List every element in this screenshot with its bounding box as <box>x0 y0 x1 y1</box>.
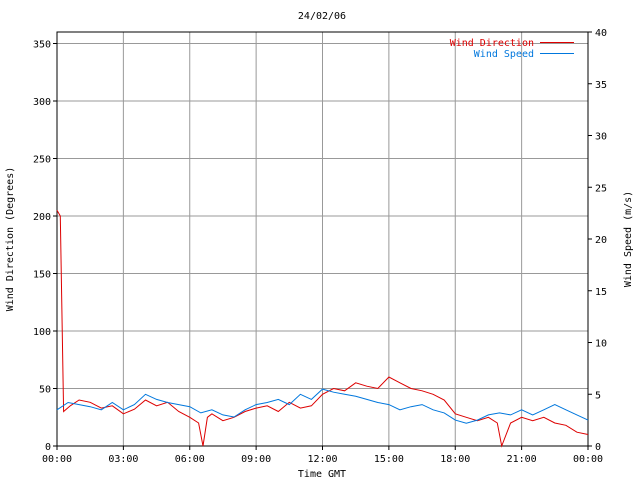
legend-wind-direction-label: Wind Direction <box>450 38 534 49</box>
x-tick-label: 12:00 <box>307 454 337 465</box>
y-left-tick-label: 100 <box>33 327 51 338</box>
y-axis-right-label: Wind Speed (m/s) <box>623 191 634 287</box>
x-tick-label: 09:00 <box>241 454 271 465</box>
chart-title: 24/02/06 <box>298 11 346 22</box>
series-lines <box>56 210 589 448</box>
y-right-tick-label: 20 <box>595 235 607 246</box>
y-right-tick-label: 30 <box>595 132 607 143</box>
y-right-tick-label: 40 <box>595 28 607 39</box>
x-tick-label: 00:00 <box>42 454 72 465</box>
legend: Wind Direction Wind Speed <box>450 38 574 60</box>
y-right-tick-label: 5 <box>595 390 601 401</box>
wind-speed-line <box>56 388 589 424</box>
y-right-tick-label: 15 <box>595 287 607 298</box>
y-left-tick-label: 250 <box>33 155 51 166</box>
grid <box>57 32 588 446</box>
wind-direction-line <box>56 210 589 448</box>
axis-ticks: 00:00 03:00 06:00 09:00 12:00 15:00 18:00 21:00… <box>33 28 607 465</box>
y-right-tick-label: 35 <box>595 80 607 91</box>
x-tick-label: 03:00 <box>108 454 138 465</box>
x-tick-label: 00:00 <box>573 454 603 465</box>
y-left-tick-label: 50 <box>39 385 51 396</box>
x-tick-label: 21:00 <box>507 454 537 465</box>
y-axis-left-label: Wind Direction (Degrees) <box>5 167 16 312</box>
y-right-tick-label: 25 <box>595 183 607 194</box>
y-right-tick-label: 0 <box>595 442 601 453</box>
y-left-tick-label: 300 <box>33 97 51 108</box>
x-tick-label: 15:00 <box>374 454 404 465</box>
y-left-tick-label: 150 <box>33 270 51 281</box>
y-left-tick-label: 0 <box>45 442 51 453</box>
x-tick-label: 18:00 <box>440 454 470 465</box>
y-left-tick-label: 350 <box>33 40 51 51</box>
y-left-tick-label: 200 <box>33 212 51 223</box>
x-axis-label: Time GMT <box>298 469 346 480</box>
legend-wind-speed-label: Wind Speed <box>474 49 534 60</box>
y-right-tick-label: 10 <box>595 339 607 350</box>
x-tick-label: 06:00 <box>175 454 205 465</box>
